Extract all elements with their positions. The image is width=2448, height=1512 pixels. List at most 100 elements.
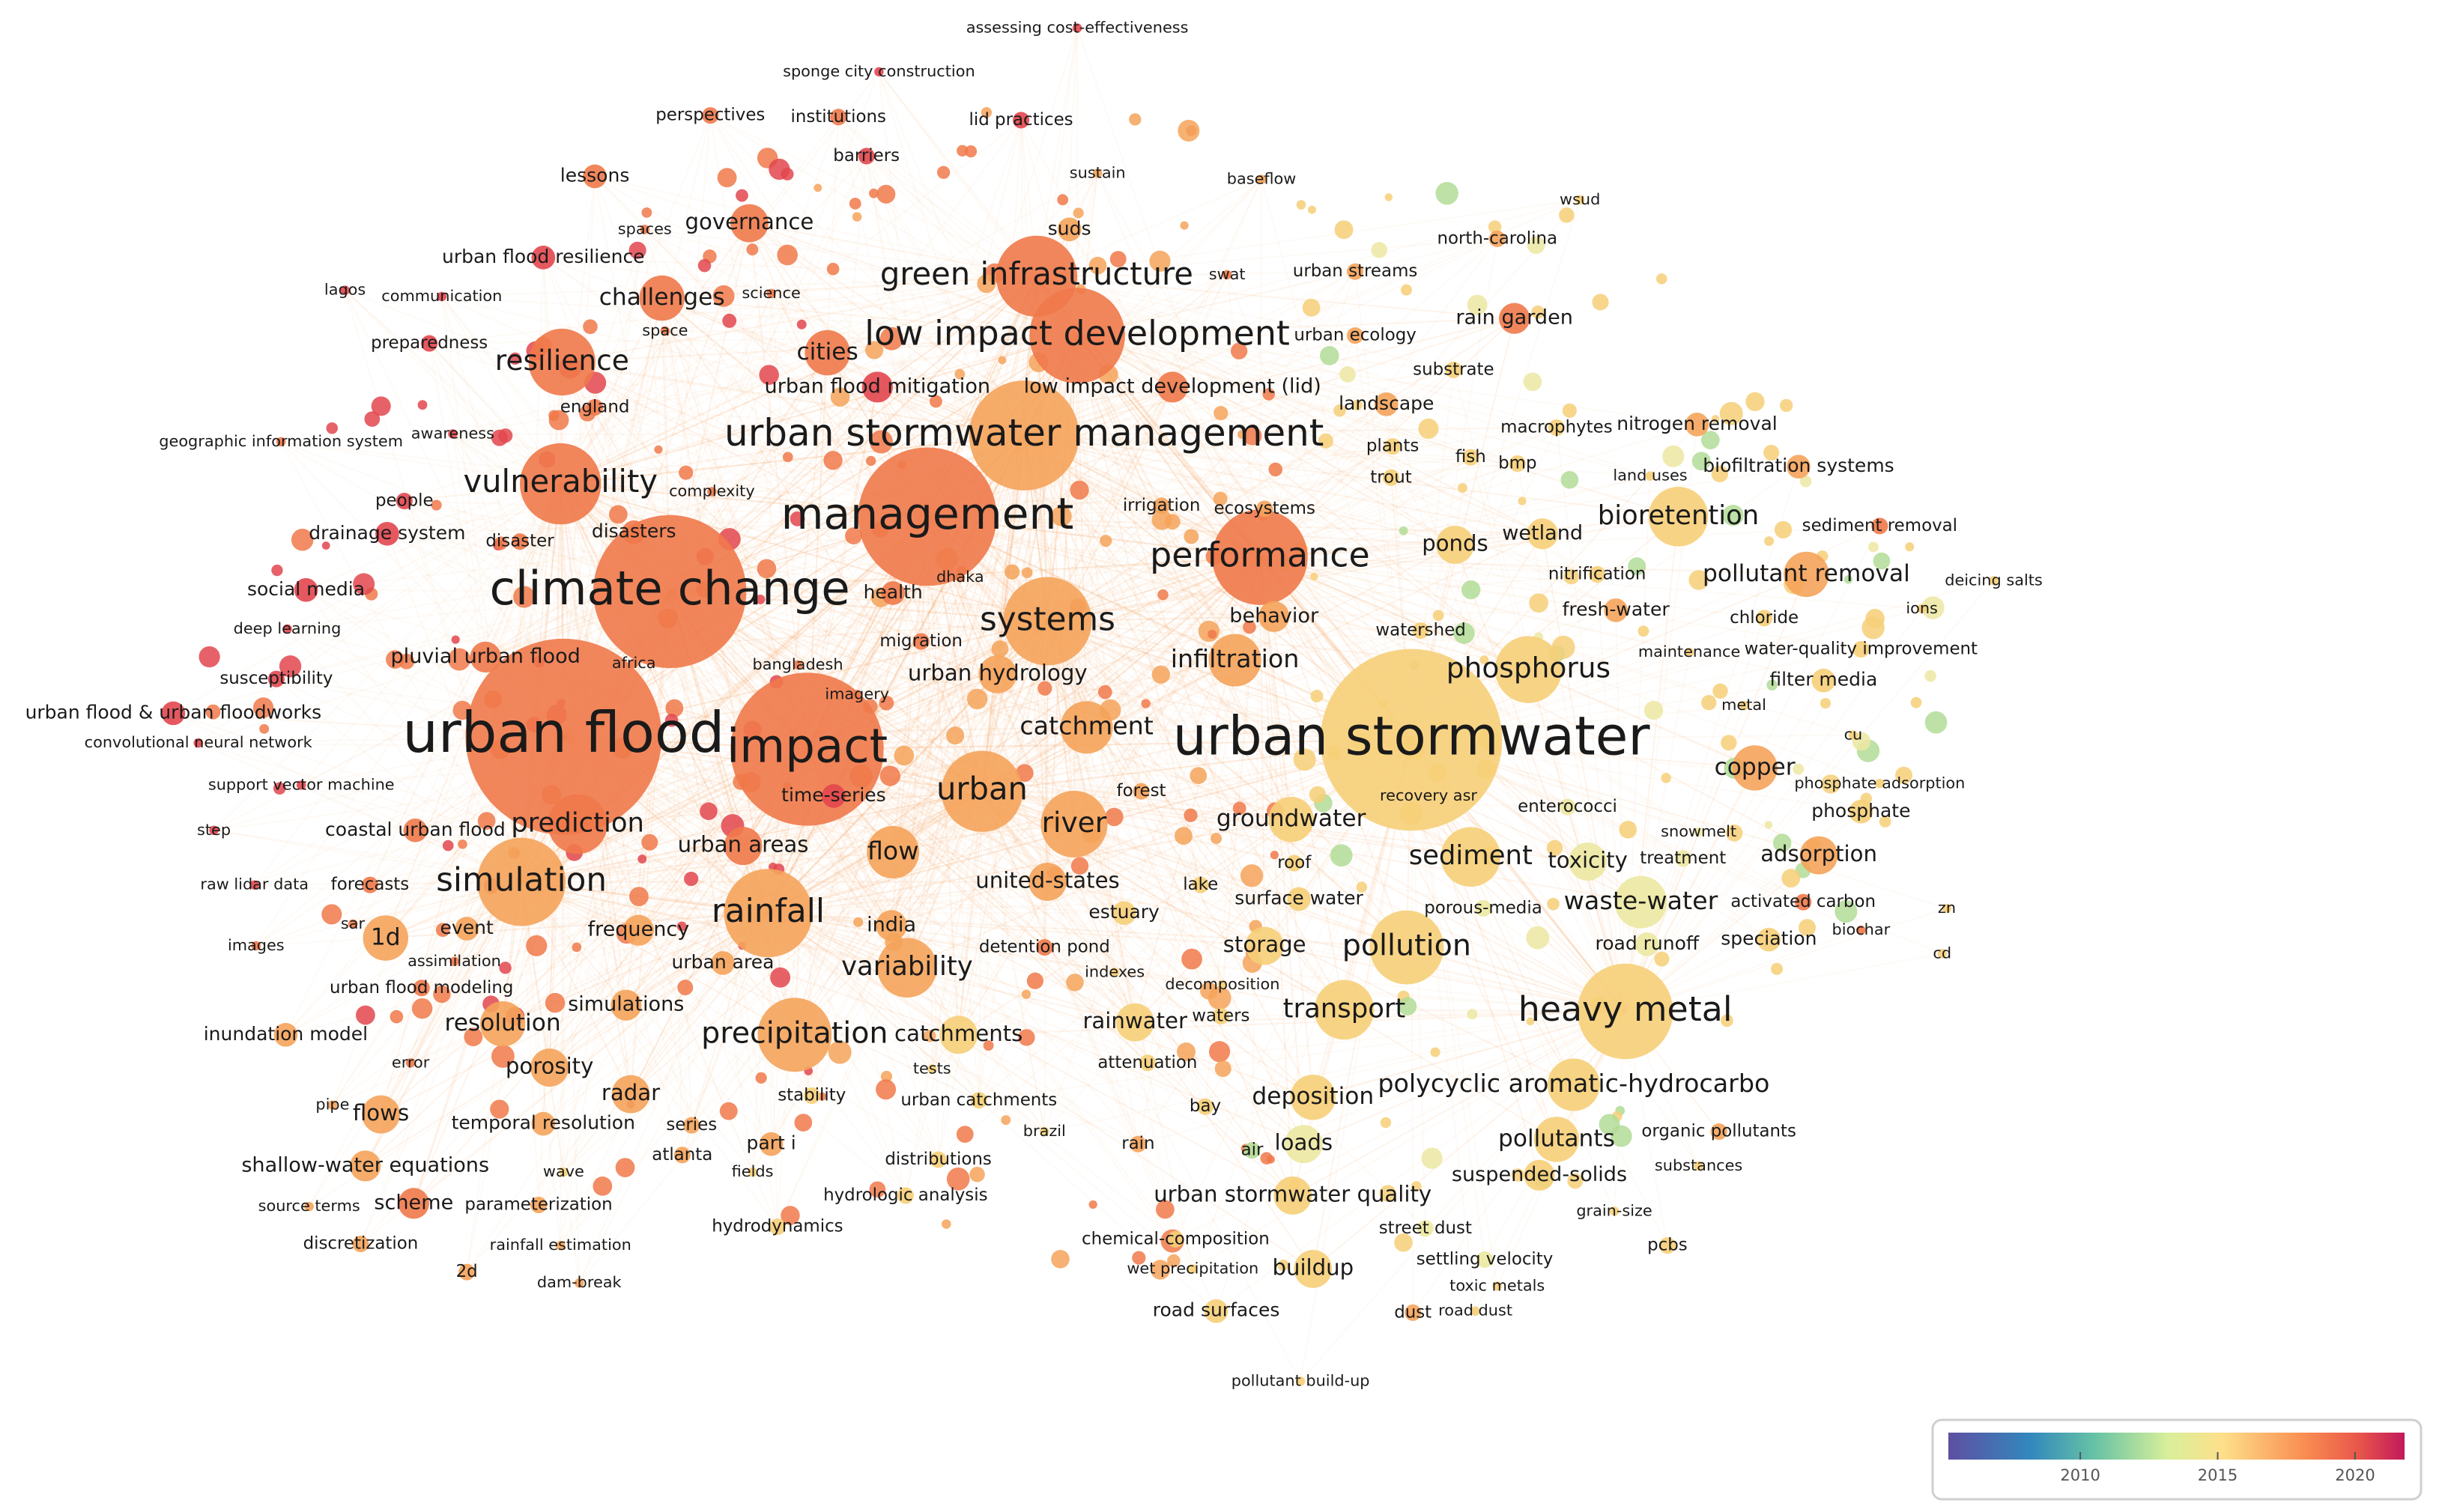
node-label: india [867,913,916,936]
node [437,291,447,302]
node [340,285,350,295]
edge [1023,237,1498,437]
edge [521,881,693,1126]
node [1509,455,1526,473]
node-dot [717,168,737,188]
node-label: united-states [975,868,1120,893]
node [1732,745,1778,791]
edge [1516,463,1626,1012]
node [1284,1125,1323,1164]
node [1417,1220,1434,1237]
edge [981,790,1223,986]
node [1811,668,1836,693]
node [1694,827,1703,837]
edge [521,881,892,926]
edge [1615,610,1626,1012]
node [1470,1306,1480,1316]
edge [906,516,929,968]
edge [1023,318,1515,437]
node-label: variability [841,951,973,982]
edge [768,912,1206,1108]
node-label: migration [879,631,963,651]
edge [768,912,1045,949]
edge [709,115,1025,437]
edge [927,368,1454,517]
edge [1175,1010,1626,1240]
node [251,941,261,951]
edge [767,386,1174,914]
edge [748,222,1049,622]
edge [1046,620,1295,864]
node-dot [1467,294,1488,315]
node-label: lid practices [969,110,1073,130]
edge [1024,403,1387,437]
node-label: inundation model [204,1023,368,1045]
node-dot [1333,404,1346,417]
edge [1411,739,1414,1313]
edge [1024,368,1454,437]
node [1222,270,1232,280]
node-label: lake [1183,875,1218,894]
edge [767,912,1252,1151]
node-dot [1401,284,1412,296]
node-dot [879,695,894,711]
node [707,487,717,497]
node-dot [1531,305,1545,319]
edge [937,621,1049,1160]
edge [428,342,928,517]
node-dot [1764,821,1773,829]
node-dot [1599,1114,1620,1135]
edge [560,275,1037,485]
node-dot [770,967,791,988]
edge [467,912,769,930]
edge [1596,574,1626,1012]
edge [1046,621,1206,1107]
node-label: sustain [1070,163,1126,181]
node-label: watershed [1375,621,1465,640]
node-label: swat [1209,265,1246,283]
edge [806,748,1206,1108]
edge [542,591,671,1124]
edge [981,790,1295,864]
node-label: support vector machine [208,775,395,793]
node-dot [1150,1260,1171,1280]
edge [369,483,562,886]
edge [538,748,808,1206]
node [350,1150,381,1182]
node-label: porous-media [1424,898,1542,917]
node [1212,509,1308,605]
node-label: river [1042,806,1107,839]
edge [1259,556,1617,611]
edge [1023,335,1356,437]
node-label: catchment [1020,711,1153,741]
node [273,1022,298,1047]
node-label: wsud [1560,190,1600,208]
edge [281,440,928,517]
node-dot [936,166,951,179]
edge [1192,1010,1626,1270]
edge [521,881,980,1102]
edge [485,276,1037,658]
edge [1023,270,1356,437]
node-label: stability [778,1086,846,1105]
edge [560,293,772,485]
node-dot [1701,431,1720,449]
node-label: cities [796,338,858,365]
edge [767,912,1193,1270]
node-label: suds [1048,217,1091,239]
edge [767,726,1088,914]
edge [1044,947,1626,1012]
edge [1046,238,1498,622]
node [1445,361,1462,378]
edge [931,739,1412,1070]
edge [542,257,808,750]
node-dot [1379,1185,1396,1202]
edge [1259,556,1922,610]
node-dot [1302,298,1321,317]
node-label: indexes [1085,962,1145,980]
edge [1411,738,1948,909]
node-label: recovery asr [1380,786,1477,804]
edge [521,881,1115,974]
edge [1205,1010,1626,1108]
